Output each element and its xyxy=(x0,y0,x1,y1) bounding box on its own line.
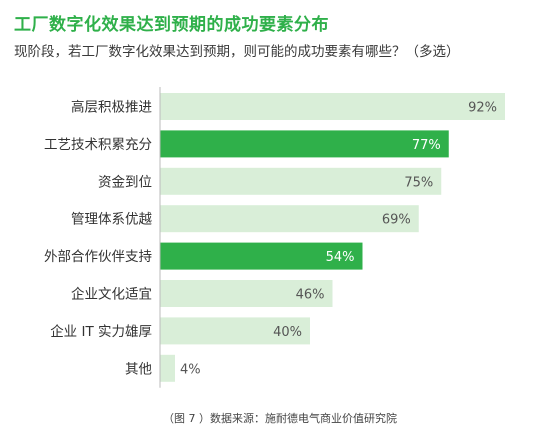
category-label-8: 其他 xyxy=(125,361,152,377)
data-label-2: 77% xyxy=(412,138,441,153)
chart-subtitle: 现阶段，若工厂数字化效果达到预期，则可能的成功要素有哪些？（多选） xyxy=(14,44,460,60)
category-label-1: 高层积极推进 xyxy=(71,99,152,116)
category-label-7: 企业 IT 实力雄厚 xyxy=(50,323,152,340)
data-label-1: 92% xyxy=(468,101,497,116)
bar-6 xyxy=(160,280,333,307)
category-label-2: 工艺技术积累充分 xyxy=(44,137,152,153)
bar-4 xyxy=(160,205,419,233)
bar-5 xyxy=(160,242,363,270)
data-label-7: 40% xyxy=(273,325,302,340)
data-source-note: （图 7 ）数据来源：施耐德电气商业价值研究院 xyxy=(163,412,397,425)
category-label-3: 资金到位 xyxy=(98,174,152,190)
data-label-4: 69% xyxy=(382,213,411,228)
category-label-5: 外部合作伙伴支持 xyxy=(44,249,152,265)
data-label-3: 75% xyxy=(404,175,433,190)
bar-3 xyxy=(160,167,442,195)
bars-group: 高层积极推进 92% 工艺技术积累充分 77% 资金到位 75% 管理体系优越 69% 外部合作… xyxy=(44,87,505,388)
bar-8 xyxy=(160,354,175,382)
data-label-6: 46% xyxy=(296,288,325,303)
bar-1 xyxy=(160,93,505,120)
data-label-5: 54% xyxy=(326,250,355,265)
bar-2 xyxy=(160,130,449,158)
data-label-8: 4% xyxy=(180,362,201,377)
category-label-4: 管理体系优越 xyxy=(71,212,152,228)
bar-7 xyxy=(160,317,310,345)
category-label-6: 企业文化适宜 xyxy=(71,286,152,303)
chart-title: 工厂数字化效果达到预期的成功要素分布 xyxy=(14,15,329,35)
